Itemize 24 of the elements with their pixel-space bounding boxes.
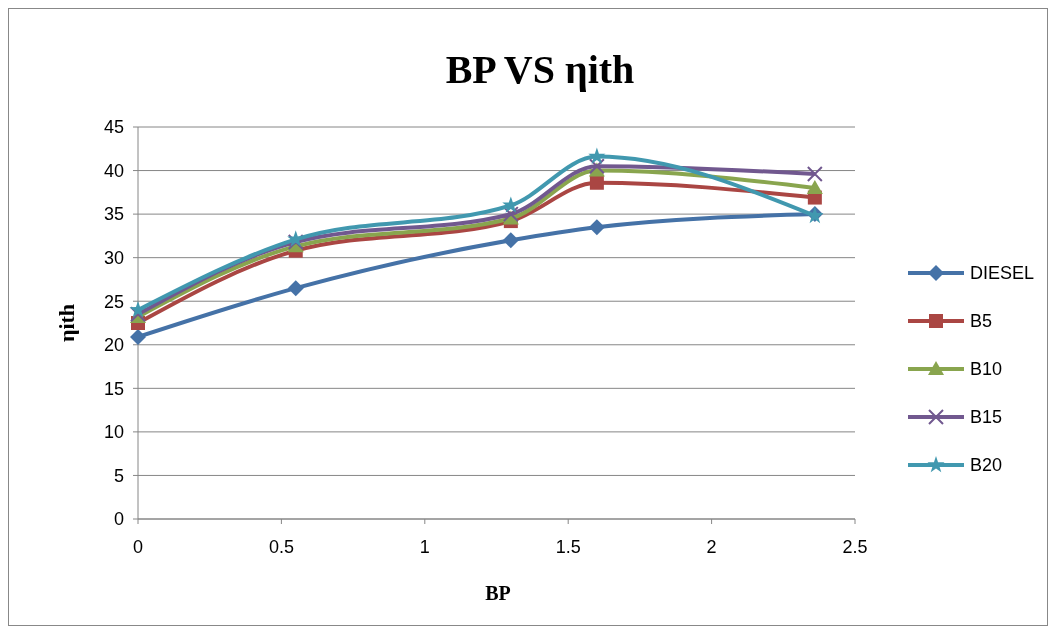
- x-tick-label: 2.5: [842, 537, 868, 557]
- y-tick-label: 20: [103, 335, 124, 356]
- legend-label: DIESEL: [970, 263, 1035, 284]
- y-tick-label: 15: [103, 378, 124, 399]
- x-tick-label: 1.5: [555, 537, 581, 557]
- legend-label: B10: [970, 359, 1003, 380]
- legend-label: B15: [970, 407, 1003, 428]
- x-tick-label: 0: [132, 537, 144, 557]
- x-tick-label: 2: [706, 537, 717, 557]
- y-tick-label: 0: [113, 509, 124, 530]
- y-axis-title: ηith: [54, 303, 79, 343]
- x-axis-title: BP: [485, 582, 511, 604]
- y-tick-label: 5: [113, 465, 124, 486]
- y-tick-label: 35: [103, 204, 124, 225]
- y-tick-label: 40: [103, 160, 124, 181]
- chart-title: BP VS ηith: [445, 47, 635, 92]
- y-tick-label: 25: [103, 291, 124, 312]
- y-tick-label: 10: [103, 422, 124, 443]
- y-tick-label: 45: [103, 117, 124, 138]
- x-tick-label: 0.5: [268, 537, 294, 557]
- y-tick-label: 30: [103, 247, 124, 268]
- legend-label: B5: [970, 311, 993, 332]
- x-tick-label: 1: [419, 537, 430, 557]
- legend-label: B20: [970, 455, 1003, 476]
